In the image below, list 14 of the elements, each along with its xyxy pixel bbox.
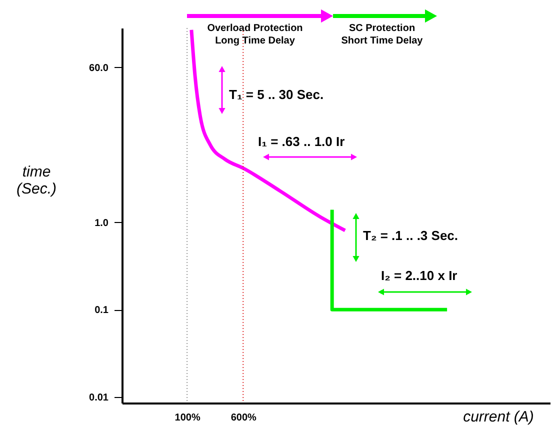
annotation: I₂ = 2..10 x Ir bbox=[381, 268, 458, 283]
x-axis-title: current (A) bbox=[463, 408, 534, 426]
annotation: Overload Protection Long Time Delay bbox=[207, 23, 303, 46]
annotation: T₁ = 5 .. 30 Sec. bbox=[229, 87, 324, 102]
y-tick-label: 0.01 bbox=[89, 392, 109, 404]
y-axis-title: time (Sec.) bbox=[16, 164, 57, 198]
y-tick-label: 0.1 bbox=[94, 305, 109, 316]
x-tick-label: 600% bbox=[230, 412, 257, 424]
y-tick-label: 60.0 bbox=[89, 62, 109, 74]
x-tick-label: 100% bbox=[174, 412, 200, 424]
y-tick-label: 1.0 bbox=[94, 218, 109, 229]
annotation: SC Protection Short Time Delay bbox=[341, 23, 424, 46]
annotation: T₂ = .1 .. .3 Sec. bbox=[363, 228, 458, 243]
annotation: I₁ = .63 .. 1.0 Ir bbox=[258, 134, 345, 149]
